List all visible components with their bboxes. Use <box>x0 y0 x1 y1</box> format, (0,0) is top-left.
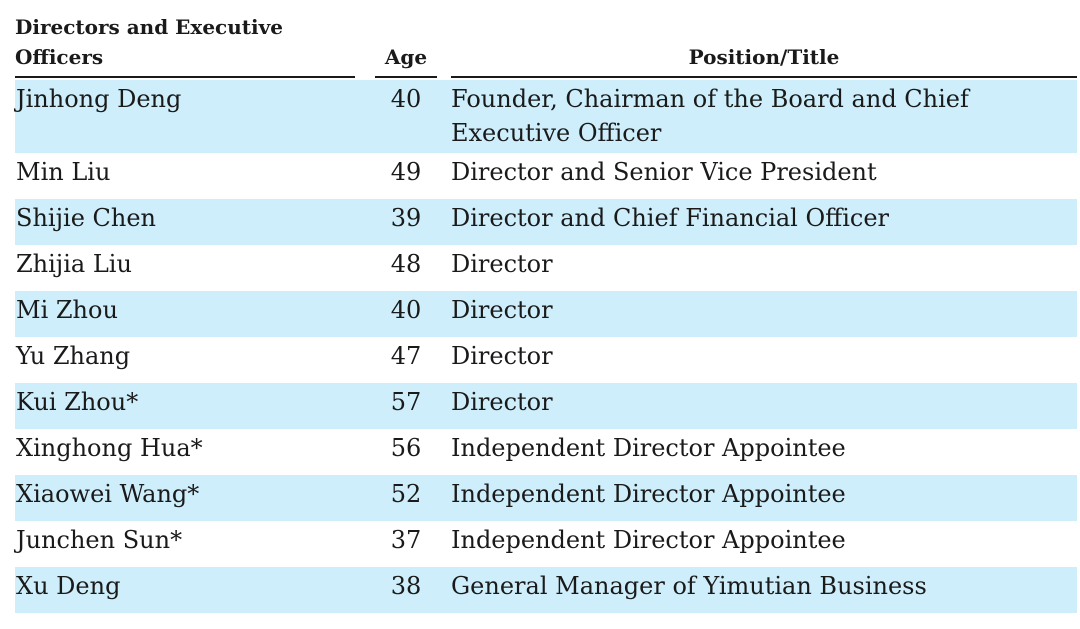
table-header: Directors and Executive Officers Age Pos… <box>0 0 1080 78</box>
table-row: Min Liu 49 Director and Senior Vice Pres… <box>15 153 1077 199</box>
cell-position: Independent Director Appointee <box>451 526 846 554</box>
cell-age: 48 <box>390 250 422 278</box>
table-row: Shijie Chen 39 Director and Chief Financ… <box>15 199 1077 245</box>
cell-name: Jinhong Deng <box>16 85 182 113</box>
cell-age: 57 <box>390 388 422 416</box>
cell-age: 49 <box>390 158 422 186</box>
cell-name: Kui Zhou* <box>16 388 139 416</box>
table-row: Junchen Sun* 37 Independent Director App… <box>15 521 1077 567</box>
cell-name: Xinghong Hua* <box>16 434 203 462</box>
table-row: Xu Deng 38 General Manager of Yimutian B… <box>15 567 1077 613</box>
cell-position: Director <box>451 342 553 370</box>
cell-name: Junchen Sun* <box>16 526 183 554</box>
cell-position: Director <box>451 296 553 324</box>
cell-position: Director <box>451 250 553 278</box>
cell-name: Shijie Chen <box>16 204 157 232</box>
header-position-title: Position/Title <box>451 42 1077 78</box>
cell-age: 56 <box>390 434 422 462</box>
cell-age: 40 <box>390 296 422 324</box>
cell-position: Director and Senior Vice President <box>451 158 877 186</box>
table-row: Yu Zhang 47 Director <box>15 337 1077 383</box>
cell-age: 37 <box>390 526 422 554</box>
table-body: Jinhong Deng 40 Founder, Chairman of the… <box>15 80 1077 613</box>
cell-name: Xu Deng <box>16 572 121 600</box>
cell-position: General Manager of Yimutian Business <box>451 572 927 600</box>
table-row: Kui Zhou* 57 Director <box>15 383 1077 429</box>
cell-name: Xiaowei Wang* <box>16 480 200 508</box>
header-directors-and-executive-officers: Directors and Executive Officers <box>15 12 355 78</box>
cell-age: 38 <box>390 572 422 600</box>
cell-name: Min Liu <box>16 158 111 186</box>
cell-age: 39 <box>390 204 422 232</box>
table-row: Zhijia Liu 48 Director <box>15 245 1077 291</box>
table-row: Xinghong Hua* 56 Independent Director Ap… <box>15 429 1077 475</box>
table-row: Jinhong Deng 40 Founder, Chairman of the… <box>15 80 1077 153</box>
header-age: Age <box>375 42 437 78</box>
cell-position: Independent Director Appointee <box>451 434 846 462</box>
cell-age: 47 <box>390 342 422 370</box>
cell-position: Director <box>451 388 553 416</box>
cell-position: Founder, Chairman of the Board and Chief… <box>451 85 969 147</box>
cell-position: Director and Chief Financial Officer <box>451 204 889 232</box>
cell-name: Mi Zhou <box>16 296 118 324</box>
cell-name: Yu Zhang <box>16 342 131 370</box>
cell-age: 40 <box>390 85 422 113</box>
cell-position: Independent Director Appointee <box>451 480 846 508</box>
cell-name: Zhijia Liu <box>16 250 132 278</box>
cell-age: 52 <box>390 480 422 508</box>
table-row: Xiaowei Wang* 52 Independent Director Ap… <box>15 475 1077 521</box>
table-row: Mi Zhou 40 Director <box>15 291 1077 337</box>
